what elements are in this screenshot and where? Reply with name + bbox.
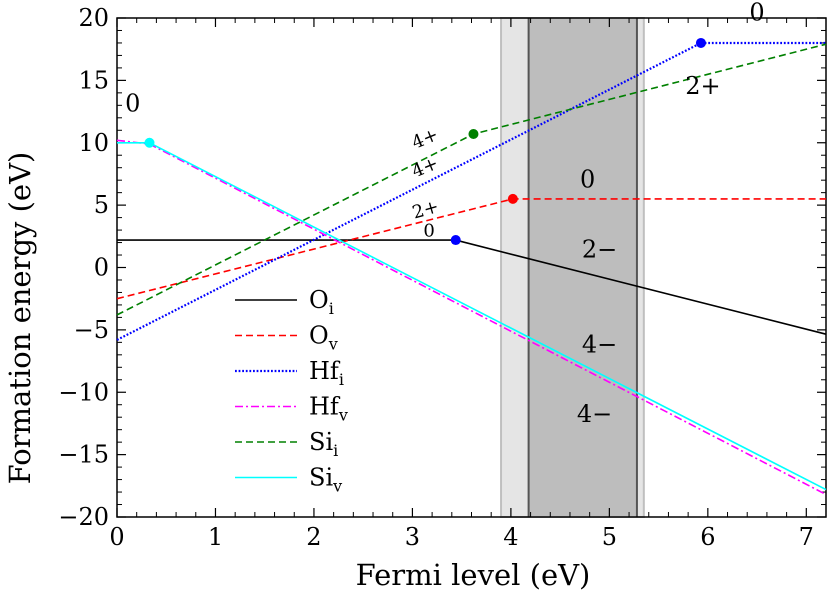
y-tick-label: 5 xyxy=(94,191,109,219)
transition-point-Sii xyxy=(468,129,479,140)
charge-state-label: 0 xyxy=(125,90,140,118)
y-tick-label: 15 xyxy=(78,66,109,94)
charge-state-label: 2− xyxy=(582,236,617,264)
tick-layer: 0 1 2 3 4 5 6 7 20 15 10 5 0 −5 −10 −15 −20 xyxy=(58,4,827,551)
x-tick-label: 5 xyxy=(602,523,617,551)
charge-state-label: 0 xyxy=(580,166,595,194)
transition-point-Hfi xyxy=(695,37,706,48)
y-tick-label: 0 xyxy=(94,254,109,282)
y-tick-label: −20 xyxy=(58,503,109,531)
x-tick-label: 2 xyxy=(306,523,321,551)
annotation-layer: 02+04+4+ 02+02−4−4− xyxy=(125,0,765,428)
series-line-Ov xyxy=(116,198,826,300)
band-layer xyxy=(500,17,645,518)
charge-state-label: 4− xyxy=(582,330,617,358)
charge-state-label: 4+ xyxy=(409,124,441,153)
series-line-Hfi xyxy=(116,41,826,341)
series-line-Siv xyxy=(117,142,827,491)
x-tick-label: 1 xyxy=(208,523,223,551)
legend-label-Hfv: Hfv xyxy=(309,393,348,425)
charge-state-label: 0 xyxy=(749,0,764,26)
x-axis-label: Fermi level (eV) xyxy=(356,558,591,592)
transition-point-layer xyxy=(144,37,706,246)
y-tick-label: −10 xyxy=(58,378,109,406)
series-line-Oi xyxy=(117,239,827,335)
y-tick-label: −5 xyxy=(74,316,109,344)
y-tick-label: 10 xyxy=(78,129,109,157)
legend-label-Hfi: Hfi xyxy=(309,357,344,389)
y-tick-label: −15 xyxy=(58,441,109,469)
x-tick-label: 3 xyxy=(405,523,420,551)
charge-state-label: 4− xyxy=(577,400,612,428)
transition-point-Siv xyxy=(144,137,155,148)
y-axis-label: Formation energy (eV) xyxy=(3,152,37,485)
x-tick-label: 4 xyxy=(503,523,518,551)
x-tick-label: 6 xyxy=(700,523,715,551)
series-layer xyxy=(116,41,827,496)
shaded-band-2 xyxy=(528,18,637,517)
charge-state-label: 4+ xyxy=(409,153,441,182)
transition-point-Oi xyxy=(450,235,461,246)
transition-point-Ov xyxy=(507,193,518,204)
charge-state-label: 0 xyxy=(423,220,434,241)
series-line-Hfv xyxy=(116,139,827,496)
x-tick-label: 7 xyxy=(799,523,814,551)
charge-state-label: 2+ xyxy=(685,72,720,100)
legend-label-Ov: Ov xyxy=(309,322,338,354)
x-tick-label: 0 xyxy=(109,523,124,551)
y-tick-label: 20 xyxy=(78,4,109,32)
legend-label-Sii: Sii xyxy=(309,428,338,460)
legend-label-Siv: Siv xyxy=(309,464,342,496)
legend-label-Oi: Oi xyxy=(309,286,334,318)
